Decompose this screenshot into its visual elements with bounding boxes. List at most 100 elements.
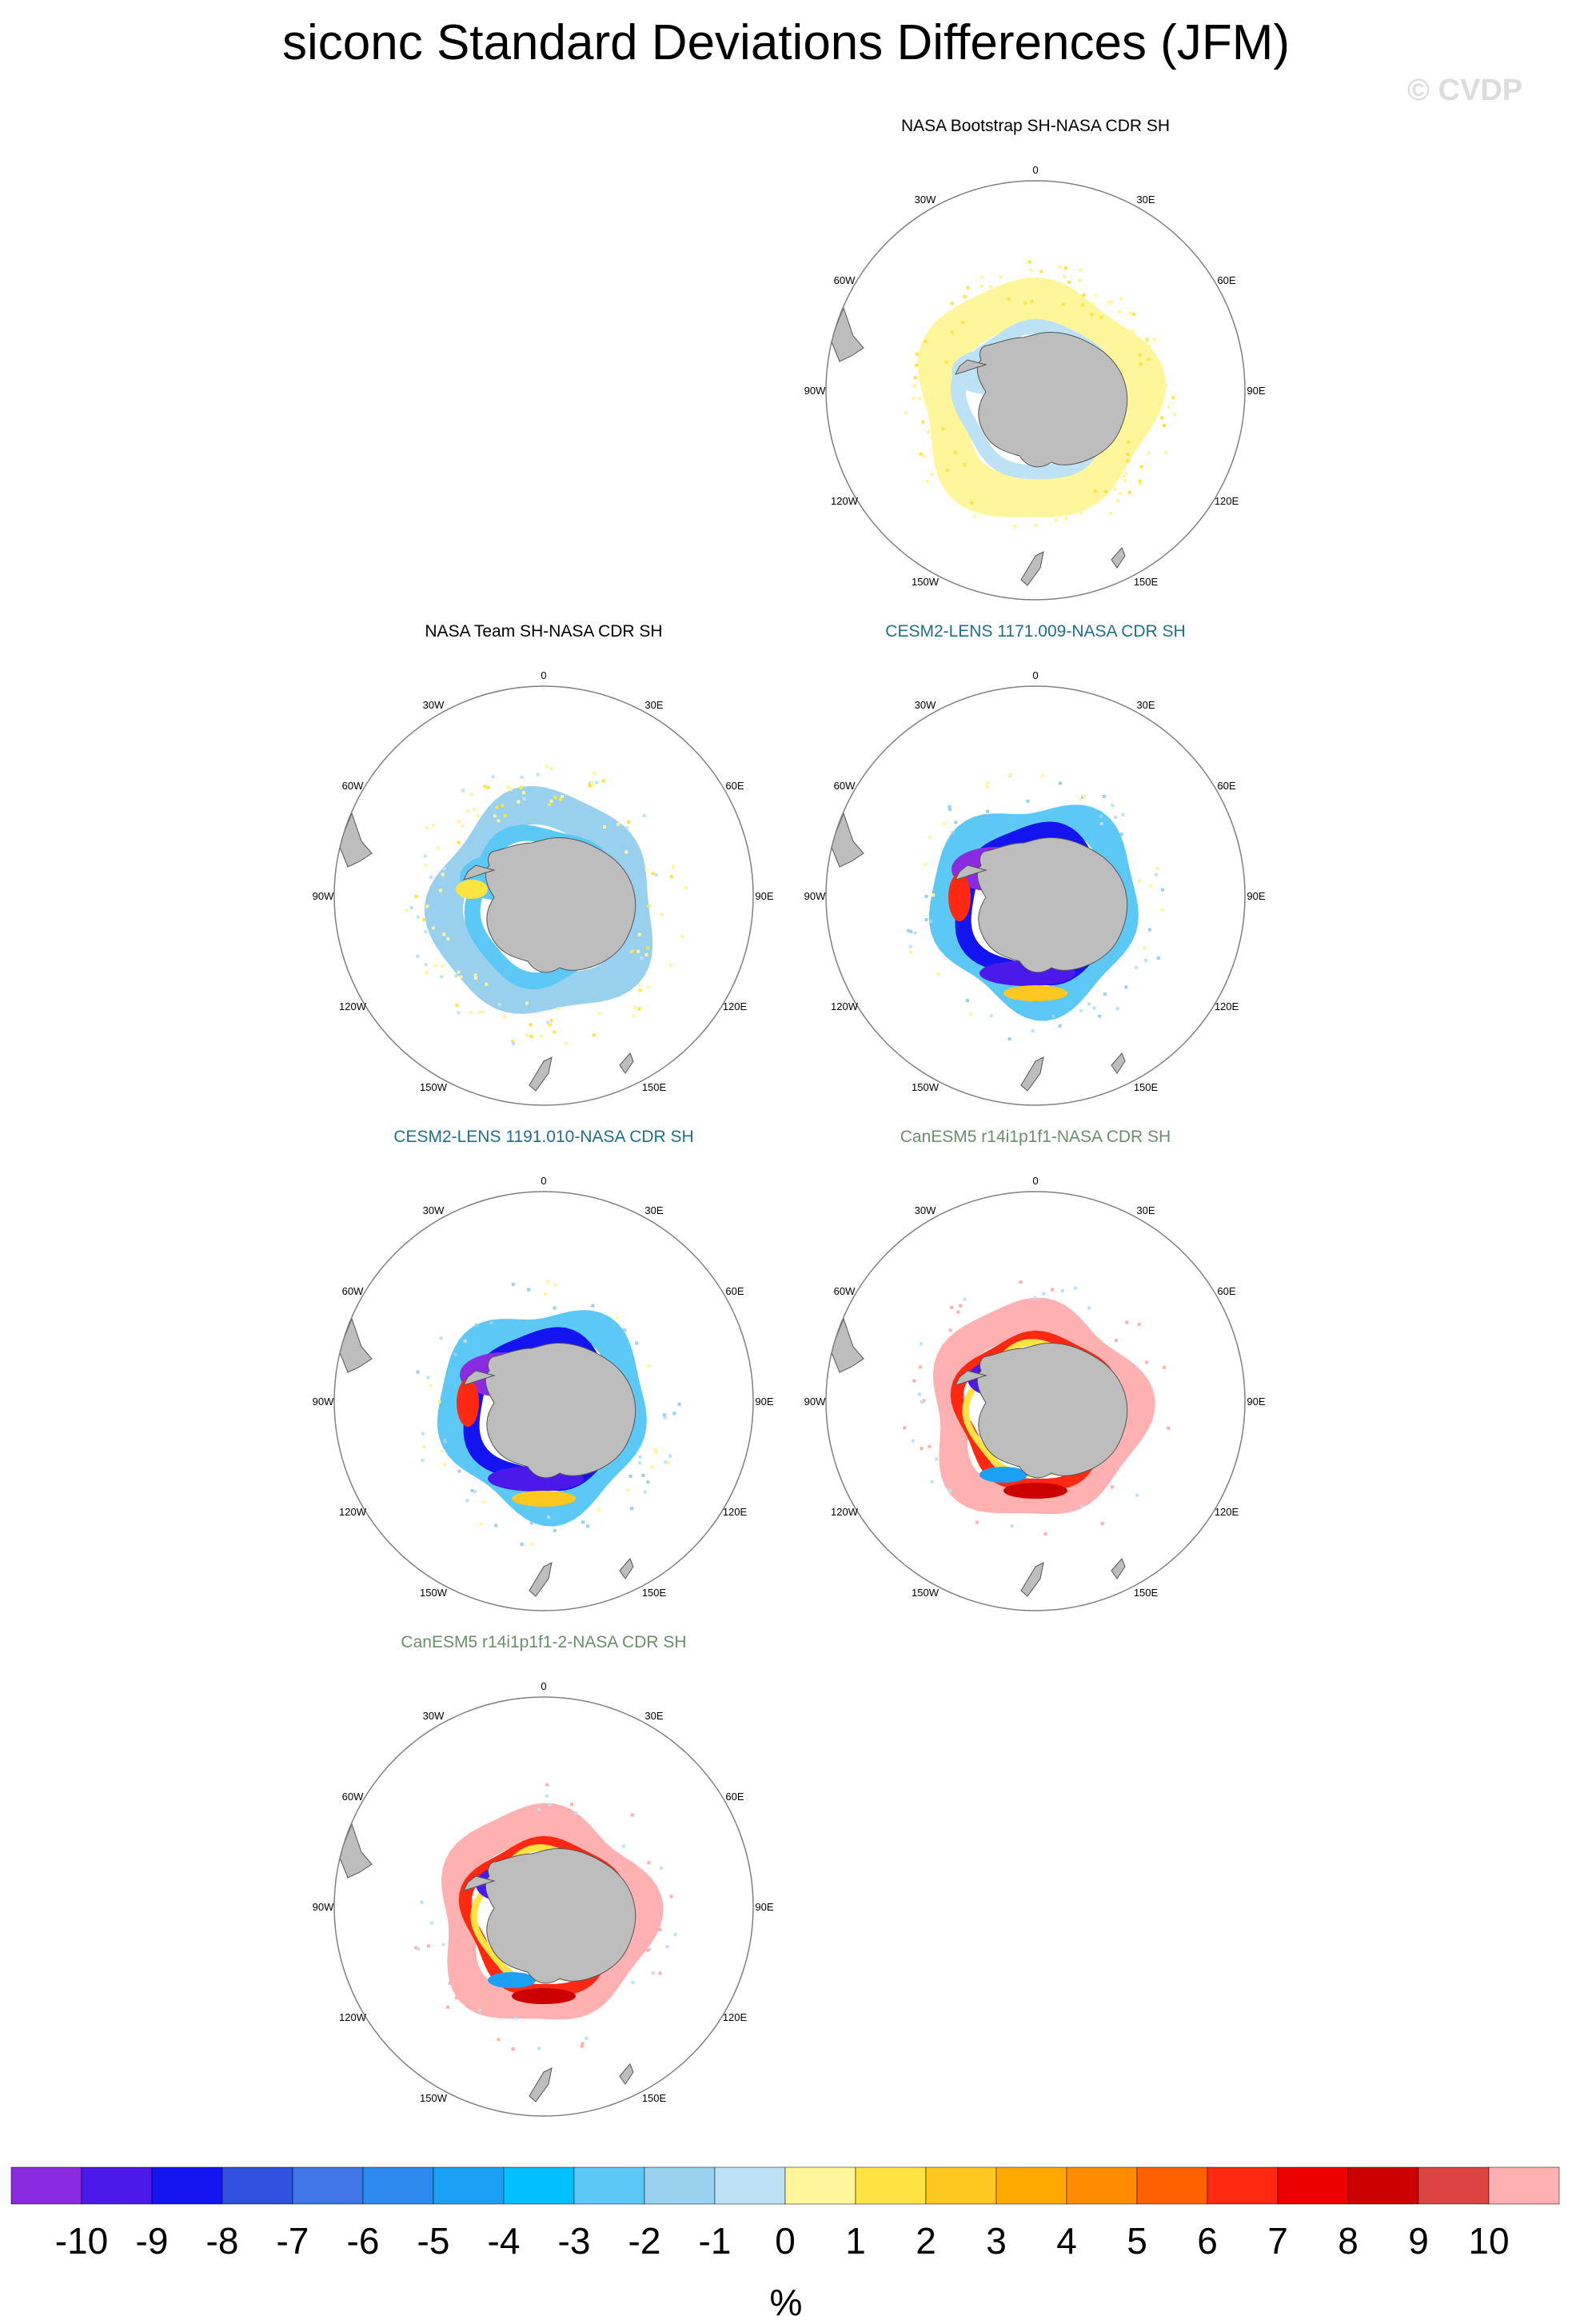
anomaly-speckle <box>918 397 922 401</box>
anomaly-speckle <box>1139 418 1143 422</box>
colorbar-box <box>1418 2166 1490 2205</box>
anomaly-speckle <box>913 931 917 935</box>
anomaly-speckle <box>1080 1504 1083 1508</box>
south-america-landmass <box>830 1317 864 1373</box>
anomaly-speckle <box>433 964 437 967</box>
anomaly-speckle <box>928 1444 932 1448</box>
anomaly-speckle <box>1092 1006 1096 1010</box>
anomaly-speckle <box>1006 504 1010 508</box>
longitude-label: 90E <box>755 890 773 902</box>
anomaly-speckle <box>1060 1289 1064 1293</box>
anomaly-speckle <box>1039 270 1043 274</box>
anomaly-speckle <box>950 301 954 305</box>
anomaly-speckle <box>1019 1280 1023 1284</box>
anomaly-speckle <box>668 964 672 968</box>
colorbar-box <box>1277 2166 1349 2205</box>
new-zealand-landmass <box>529 2067 553 2102</box>
macquarie-landmass <box>619 2063 634 2085</box>
anomaly-speckle <box>473 1490 477 1494</box>
anomaly-speckle <box>1099 815 1103 818</box>
anomaly-speckle <box>522 790 525 794</box>
anomaly-speckle <box>474 976 477 980</box>
anomaly-speckle <box>928 835 932 839</box>
anomaly-speckle <box>525 1033 529 1037</box>
longitude-label: 30W <box>423 699 445 711</box>
anomaly-speckle <box>989 305 993 309</box>
anomaly-speckle <box>1033 1296 1037 1300</box>
colorbar-box <box>81 2166 153 2205</box>
anomaly-speckle <box>970 501 974 505</box>
anomaly-speckle <box>965 999 969 1003</box>
anomaly-speckle <box>929 472 933 476</box>
anomaly-speckle <box>1008 773 1012 777</box>
anomaly-speckle <box>651 1971 655 1975</box>
anomaly-speckle <box>470 1488 474 1492</box>
anomaly-speckle <box>623 1328 627 1332</box>
anomaly-speckle <box>446 2005 449 2009</box>
anomaly-speckle <box>1078 278 1082 282</box>
anomaly-speckle <box>927 429 931 433</box>
map-border <box>333 685 754 1106</box>
anomaly-speckle <box>1124 472 1128 476</box>
anomaly-speckle <box>495 805 499 809</box>
anomaly-speckle <box>662 1413 666 1417</box>
anomaly-speckle <box>1026 799 1030 803</box>
anomaly-speckle <box>950 330 954 334</box>
anomaly-speckle <box>1115 471 1119 475</box>
anomaly-speckle <box>631 1981 635 1985</box>
longitude-label: 120W <box>339 2011 367 2023</box>
anomaly-speckle <box>1016 503 1020 507</box>
anomaly-speckle <box>592 1033 596 1037</box>
anomaly-speckle <box>1067 281 1071 284</box>
anomaly-speckle <box>1104 490 1108 493</box>
anomaly-speckle <box>643 1490 647 1494</box>
anomaly-speckle <box>633 1005 637 1009</box>
anomaly-speckle <box>673 1933 677 1936</box>
anomaly-speckle <box>529 1542 533 1546</box>
anomaly-speckle <box>1147 357 1151 361</box>
colorbar-tick-label: 4 <box>1056 2220 1077 2262</box>
anomaly-speckle <box>517 800 521 804</box>
anomaly-speckle <box>509 788 513 792</box>
colorbar-tick-label: 10 <box>1468 2220 1509 2262</box>
anomaly-speckle <box>558 797 562 801</box>
longitude-label: 150E <box>1134 576 1159 588</box>
anomaly-speckle <box>597 1507 601 1511</box>
anomaly-speckle <box>1063 266 1067 270</box>
longitude-label: 120E <box>1215 1506 1239 1518</box>
anomaly-speckle <box>497 2038 501 2042</box>
longitude-label: 60E <box>1217 1285 1235 1297</box>
anomaly-speckle <box>1163 382 1167 386</box>
new-zealand-landmass <box>529 1056 553 1092</box>
longitude-label: 90W <box>804 385 826 397</box>
anomaly-speckle <box>1113 487 1117 491</box>
anomaly-speckle <box>953 451 957 454</box>
antarctic-peninsula <box>955 865 987 880</box>
anomaly-speckle <box>1029 269 1033 272</box>
longitude-label: 30W <box>915 194 936 206</box>
anomaly-speckle <box>1013 525 1017 529</box>
anomaly-speckle <box>417 1947 421 1951</box>
longitude-label: 150E <box>1134 1587 1159 1599</box>
anomaly-speckle <box>443 1440 447 1444</box>
anomaly-speckle <box>442 866 446 870</box>
anomaly-speckle <box>470 793 473 797</box>
longitude-label: 120W <box>339 1000 367 1012</box>
anomaly-speckle <box>624 826 628 830</box>
longitude-label: 30W <box>423 1710 445 1722</box>
anomaly-speckle <box>945 469 949 473</box>
longitude-label: 120E <box>1215 495 1239 507</box>
anomaly-speckle <box>1135 1493 1139 1497</box>
anomaly-speckle <box>441 964 445 968</box>
anomaly-speckle <box>422 1445 426 1449</box>
anomaly-speckle <box>553 1306 557 1310</box>
anomaly-speckle <box>959 1304 963 1308</box>
anomaly-speckle <box>909 929 913 933</box>
anomaly-speckle <box>1160 908 1164 912</box>
longitude-label: 90W <box>313 1901 334 1913</box>
map-border <box>825 1191 1246 1611</box>
anomaly-speckle <box>930 435 934 439</box>
anomaly-speckle <box>965 306 969 310</box>
colorbar-box <box>1488 2166 1560 2205</box>
anomaly-speckle <box>630 949 634 953</box>
